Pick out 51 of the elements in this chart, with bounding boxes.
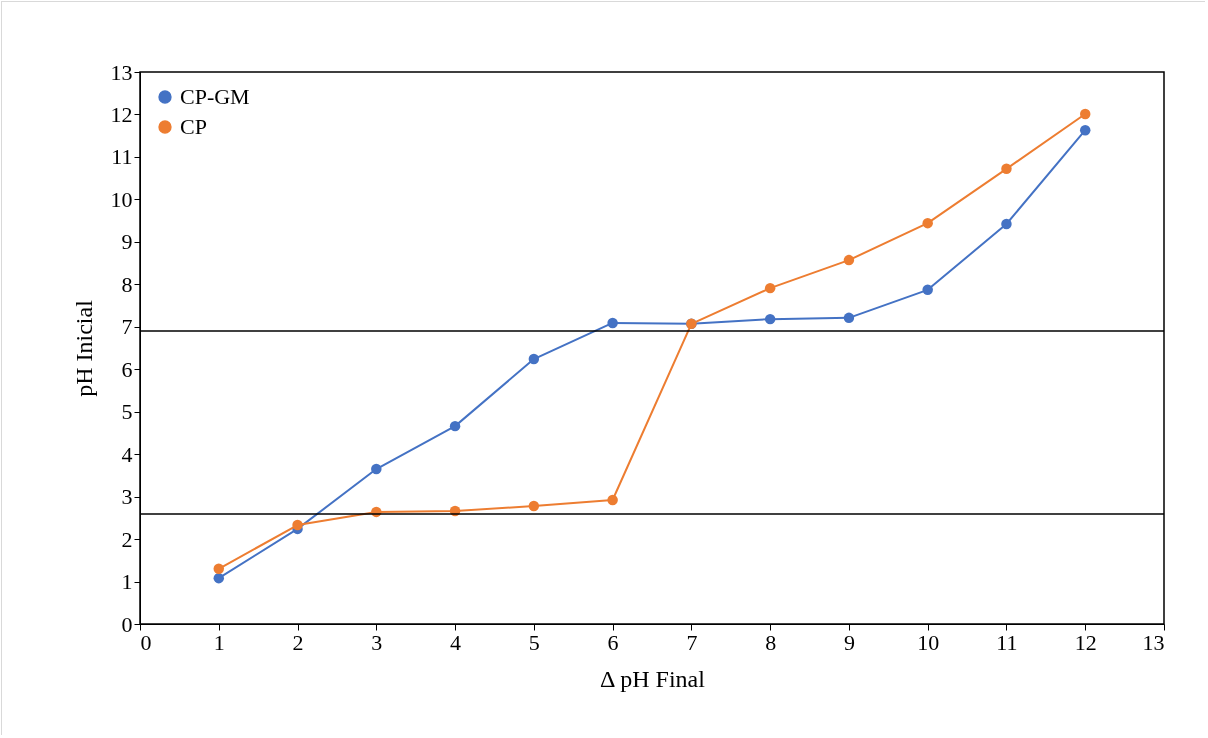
y-tick-label: 2	[121, 526, 133, 552]
y-tick-label: 13	[110, 59, 133, 85]
x-tick-label: 8	[765, 629, 777, 655]
point	[1079, 124, 1091, 136]
y-tick-label: 10	[110, 186, 133, 212]
y-tick-label: 9	[121, 229, 133, 255]
x-tick-label: 3	[371, 629, 383, 655]
point	[922, 217, 933, 229]
x-tick-label: 10	[917, 629, 940, 655]
legend-label: CP-GM	[180, 84, 250, 109]
point	[922, 284, 933, 296]
x-tick-label: 6	[607, 629, 619, 655]
point	[607, 317, 618, 329]
y-axis-title: pH Inicial	[70, 299, 97, 397]
point	[843, 312, 855, 324]
x-tick-label: 4	[450, 629, 462, 655]
point	[843, 254, 855, 266]
y-tick-label: 0	[121, 611, 133, 637]
y-tick-label: 4	[121, 441, 133, 467]
point	[213, 563, 225, 575]
x-tick-label: 11	[996, 629, 1018, 655]
y-tick-label: 7	[121, 314, 133, 340]
point	[1079, 108, 1091, 120]
point	[528, 500, 540, 512]
point	[607, 494, 618, 506]
y-tick-label: 12	[110, 101, 133, 127]
x-axis-title: Δ pH Final	[600, 665, 706, 692]
y-tick-label: 6	[121, 356, 133, 382]
x-tick-label: 0	[140, 629, 152, 655]
x-tick-label: 13	[1142, 629, 1165, 655]
y-tick-label: 1	[121, 569, 133, 595]
x-tick-label: 5	[528, 629, 540, 655]
x-tick-label: 1	[213, 629, 225, 655]
point	[213, 572, 225, 584]
y-tick-label: 11	[111, 144, 133, 170]
point	[449, 420, 461, 432]
y-tick-label: 8	[121, 271, 133, 297]
x-tick-label: 7	[686, 629, 698, 655]
point	[528, 353, 540, 365]
y-tick-label: 5	[121, 399, 133, 425]
y-tick-label: 3	[121, 484, 133, 510]
x-tick-label: 9	[843, 629, 855, 655]
legend-label: CP	[180, 114, 207, 139]
x-tick-label: 2	[292, 629, 304, 655]
point	[1001, 218, 1012, 230]
point	[1001, 163, 1012, 175]
point	[764, 313, 776, 325]
point	[371, 463, 382, 475]
point	[292, 519, 303, 531]
x-tick-label: 12	[1074, 629, 1097, 655]
point	[764, 282, 776, 294]
